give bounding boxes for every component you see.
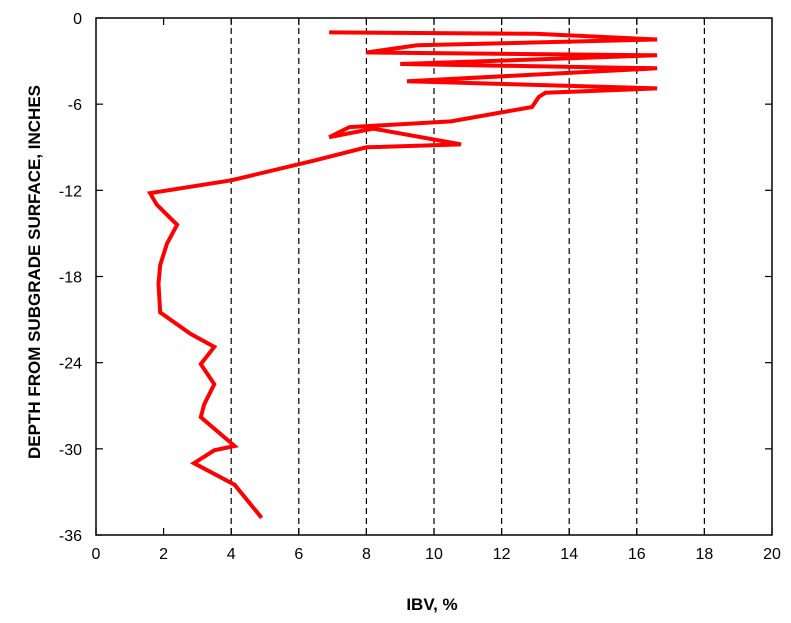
y-axis-title: DEPTH FROM SUBGRADE SURFACE, INCHES (25, 85, 44, 459)
x-tick-label-20: 20 (763, 546, 781, 563)
x-tick-label-16: 16 (628, 546, 646, 563)
x-axis-ticks: 0 2 4 6 8 10 12 14 16 18 20 (92, 18, 781, 563)
x-tick-label-10: 10 (425, 546, 443, 563)
series-layer (146, 30, 658, 520)
y-tick-label--6: -6 (68, 97, 82, 114)
y-tick-label--30: -30 (59, 442, 82, 459)
x-tick-label-18: 18 (696, 546, 714, 563)
x-tick-label-12: 12 (493, 546, 511, 563)
x-tick-label-6: 6 (294, 546, 303, 563)
x-tick-label-2: 2 (159, 546, 168, 563)
x-axis-title: IBV, % (406, 595, 457, 614)
y-tick-label--24: -24 (59, 356, 82, 373)
grid-lines (230, 18, 706, 535)
x-tick-label-14: 14 (560, 546, 578, 563)
x-tick-label-4: 4 (227, 546, 236, 563)
plot-border (95, 17, 773, 536)
y-tick-label-0: 0 (73, 11, 82, 28)
y-tick-label--36: -36 (59, 528, 82, 545)
x-tick-label-0: 0 (92, 546, 101, 563)
y-tick-label--18: -18 (59, 270, 82, 287)
ibv-depth-series-line (146, 30, 658, 520)
y-tick-label--12: -12 (59, 183, 82, 200)
x-tick-label-8: 8 (362, 546, 371, 563)
y-axis-ticks: 0 -6 -12 -18 -24 -30 -36 (59, 11, 772, 545)
plot-frame (95, 17, 773, 536)
